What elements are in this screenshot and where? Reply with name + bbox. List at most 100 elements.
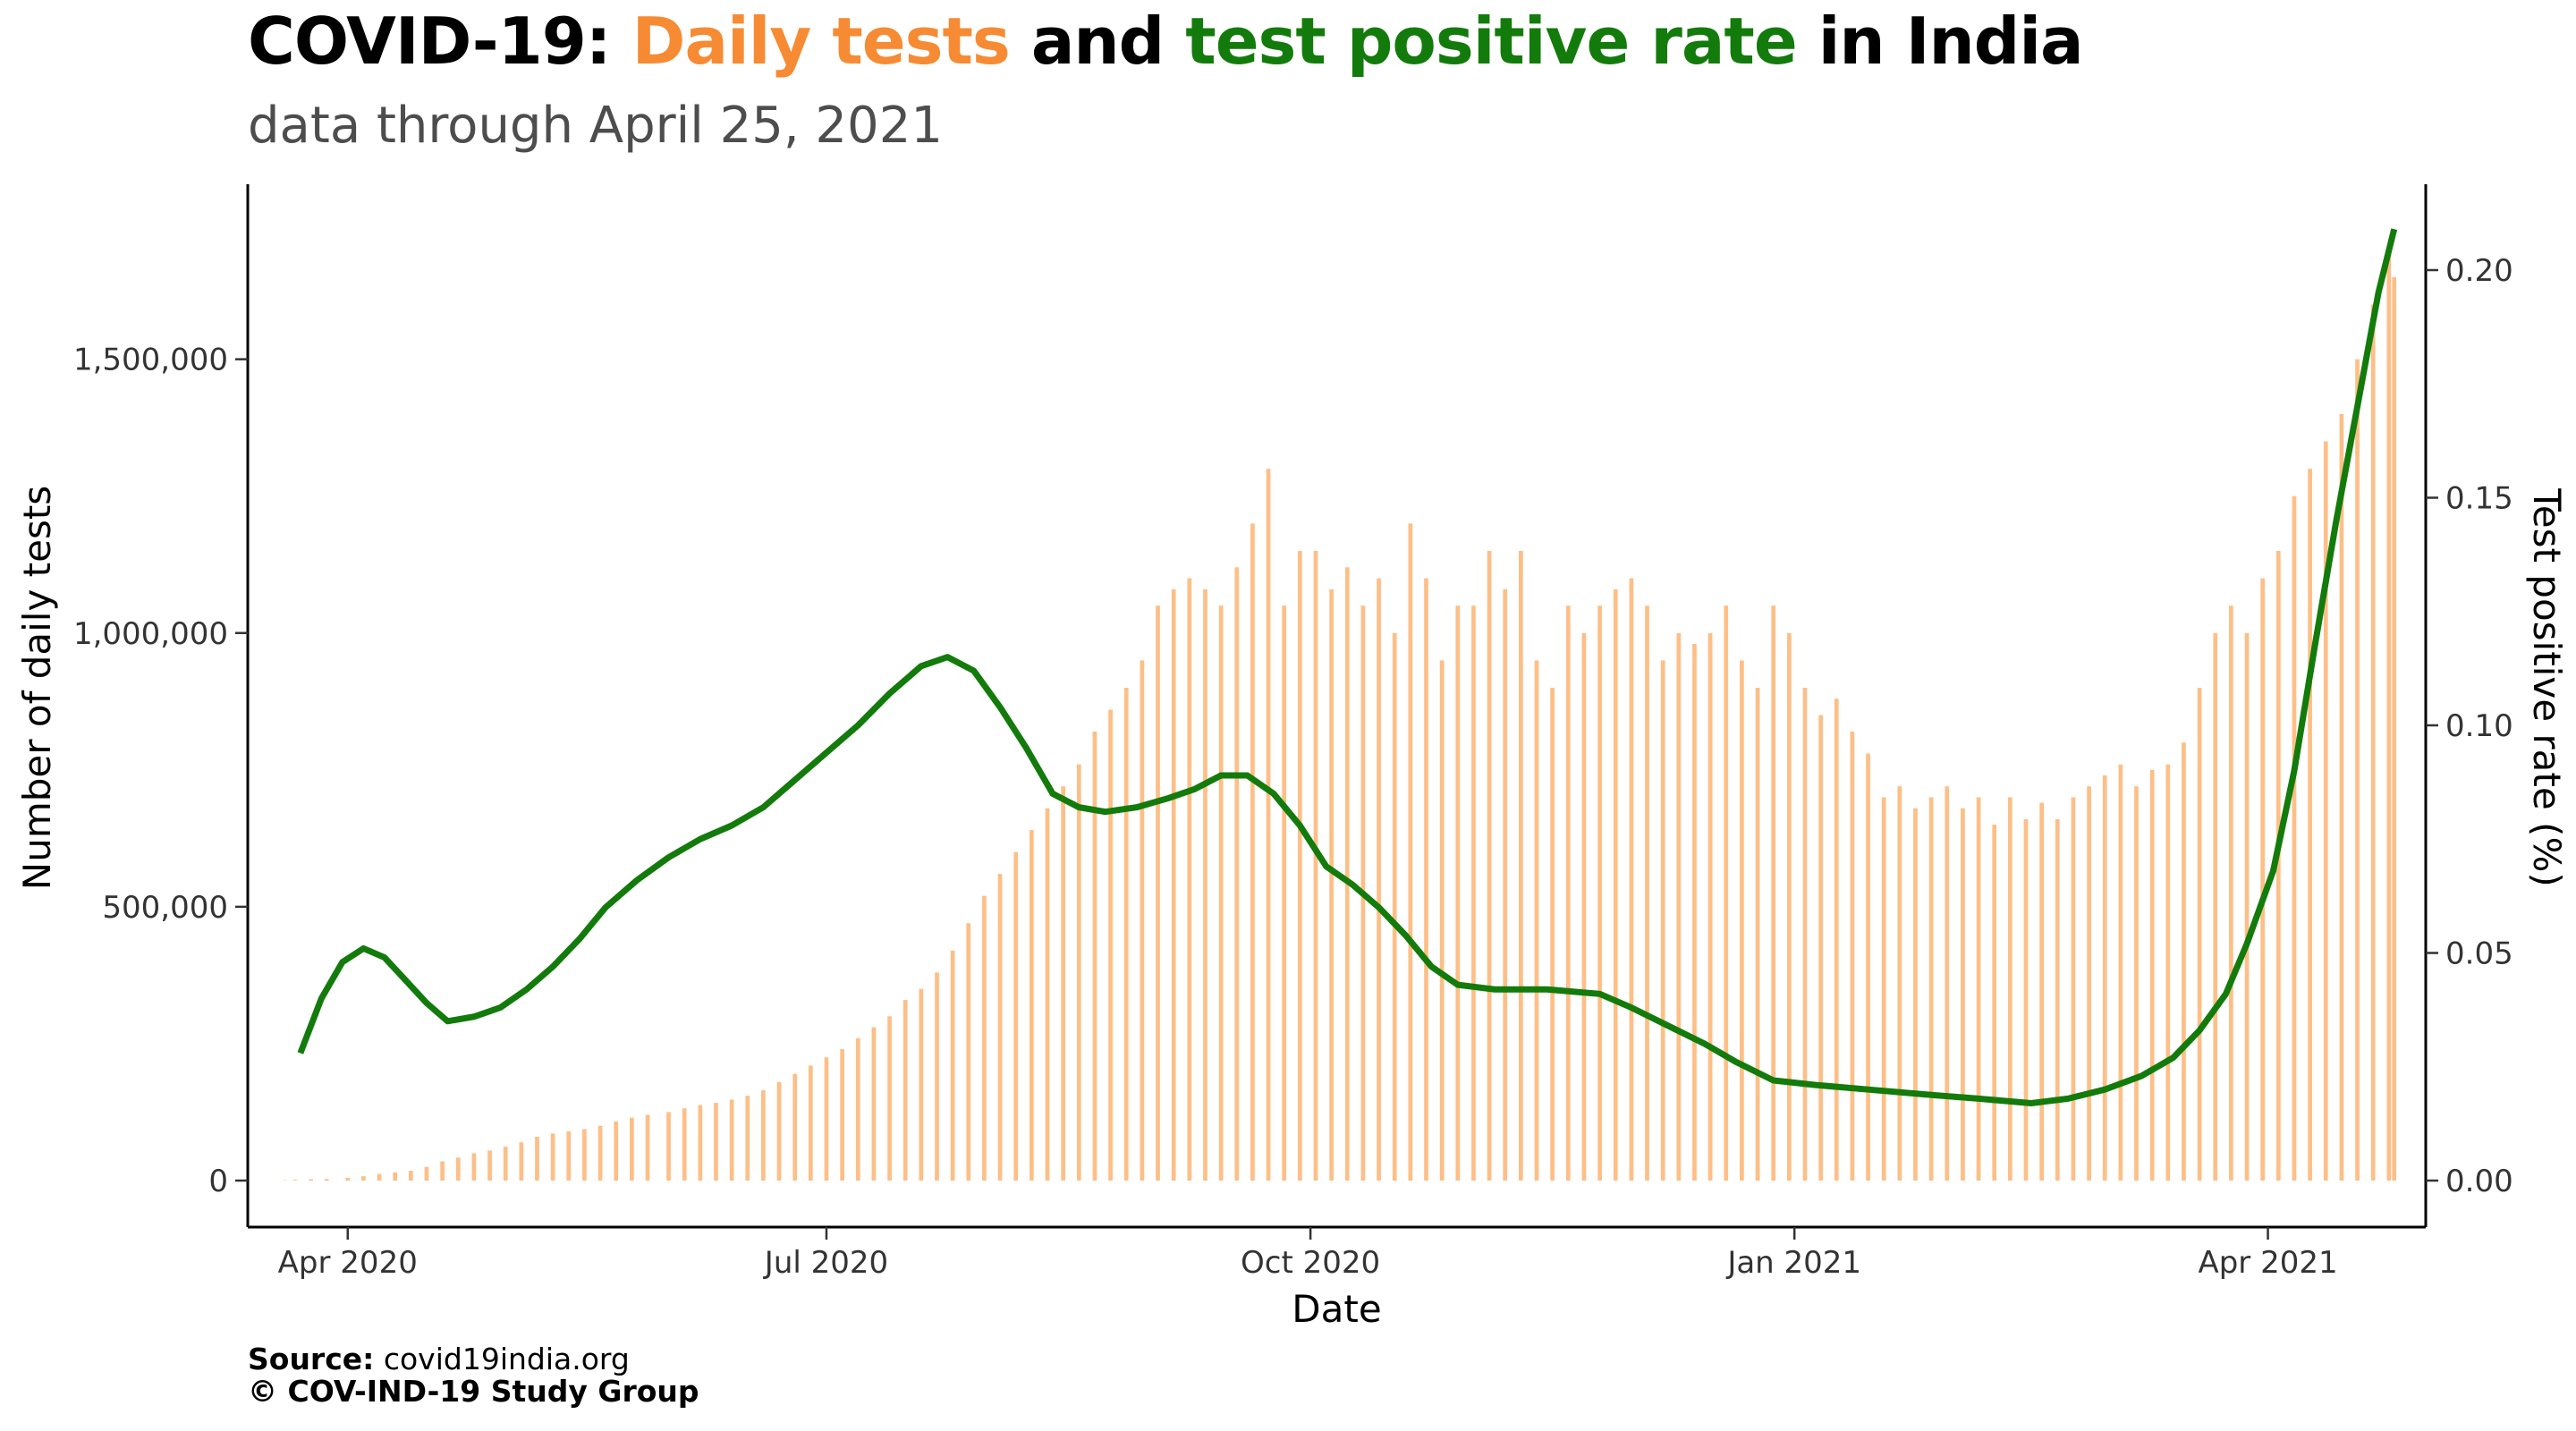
bar-daily-tests (582, 1129, 587, 1181)
bar-daily-tests (855, 1037, 860, 1181)
bar-daily-tests (1408, 523, 1413, 1181)
bar-daily-tests (808, 1065, 813, 1181)
bar-daily-tests (1613, 588, 1618, 1181)
bar-daily-tests (1344, 567, 1350, 1181)
bar-daily-tests (2134, 786, 2139, 1181)
bar-daily-tests (761, 1089, 766, 1181)
x-tick-label: Apr 2021 (2198, 1245, 2337, 1281)
bar-daily-tests (1897, 786, 1902, 1181)
bar-daily-tests (1629, 578, 1634, 1181)
bar-daily-tests (2339, 413, 2344, 1181)
bar-daily-tests (2149, 769, 2155, 1181)
bar-daily-tests (1961, 808, 1965, 1181)
bar-daily-tests (2102, 775, 2107, 1181)
caption-source: Source: covid19india.org (248, 1343, 699, 1376)
bar-daily-tests (776, 1081, 782, 1181)
bar-daily-tests (1976, 797, 1981, 1181)
bar-daily-tests (1676, 632, 1682, 1181)
title-suffix: in India (1796, 4, 2084, 79)
bar-daily-tests (535, 1137, 539, 1181)
bar-daily-tests (1534, 660, 1539, 1181)
bar-daily-tests (2229, 605, 2233, 1181)
bar-daily-tests (1108, 709, 1113, 1181)
bar-daily-tests (1424, 578, 1428, 1181)
bar-daily-tests (950, 950, 955, 1181)
bar-daily-tests (1692, 644, 1697, 1181)
bar-daily-tests (2355, 359, 2360, 1181)
caption-copyright-text: © COV-IND-19 Study Group (248, 1374, 699, 1409)
bar-daily-tests (745, 1096, 750, 1181)
bar-daily-tests (1187, 578, 1192, 1181)
caption-source-label: Source: (248, 1342, 375, 1376)
bar-daily-tests (935, 972, 939, 1181)
bar-daily-tests (792, 1073, 798, 1181)
bar-daily-tests (1645, 605, 1649, 1181)
bar-daily-tests (2292, 495, 2297, 1181)
bar-daily-tests (1834, 699, 1839, 1181)
bar-daily-tests (1771, 605, 1776, 1181)
bar-daily-tests (2197, 688, 2202, 1181)
bar-daily-tests (1439, 660, 1445, 1181)
y-right-tick-label: 0.20 (2445, 253, 2513, 289)
bar-daily-tests (840, 1049, 844, 1181)
bar-daily-tests (966, 923, 971, 1181)
chart-subtitle: data through April 25, 2021 (248, 97, 943, 155)
bar-daily-tests (1250, 523, 1255, 1181)
bar-daily-tests (1377, 578, 1381, 1181)
bar-daily-tests (1092, 731, 1097, 1181)
bar-daily-tests (1218, 605, 1224, 1181)
bar-daily-tests (824, 1057, 829, 1181)
bar-daily-tests (292, 1180, 298, 1181)
bar-daily-tests (1313, 550, 1318, 1181)
bar-daily-tests (1755, 688, 1760, 1181)
y-left-tick-label: 500,000 (102, 890, 228, 926)
bar-daily-tests (1724, 605, 1729, 1181)
bar-daily-tests (1013, 851, 1019, 1181)
bar-daily-tests (1329, 588, 1334, 1181)
bar-daily-tests (1156, 605, 1160, 1181)
y-right-tick-label: 0.10 (2445, 708, 2513, 744)
bar-daily-tests (1471, 605, 1476, 1181)
bar-daily-tests (1519, 550, 1523, 1181)
bar-daily-tests (1581, 632, 1587, 1181)
y-right-tick-label: 0.15 (2445, 481, 2513, 517)
bar-daily-tests (902, 999, 908, 1181)
bar-daily-tests (666, 1112, 671, 1181)
bar-daily-tests (471, 1153, 477, 1181)
bar-daily-tests (519, 1142, 524, 1181)
x-tick-label: Jul 2020 (763, 1245, 888, 1281)
y-axis-left-title: Number of daily tests (15, 486, 59, 890)
bar-daily-tests (2260, 578, 2266, 1181)
bar-daily-tests (1786, 632, 1792, 1181)
chart-title: COVID-19: Daily tests and test positive … (248, 4, 2084, 79)
bar-daily-tests (2308, 469, 2312, 1181)
y-left-tick-label: 1,000,000 (73, 616, 228, 652)
bar-daily-tests (1045, 808, 1050, 1181)
bar-daily-tests (2165, 764, 2171, 1181)
bar-daily-tests (2323, 441, 2328, 1181)
x-tick-label: Oct 2020 (1241, 1245, 1380, 1281)
x-axis-title: Date (1292, 1287, 1381, 1331)
bar-daily-tests (1818, 715, 1823, 1181)
bar-daily-tests (2087, 786, 2091, 1181)
bar-daily-tests (2275, 550, 2281, 1181)
bar-daily-tests (309, 1179, 313, 1181)
bar-daily-tests (2386, 250, 2392, 1181)
bar-daily-tests (1850, 731, 1855, 1181)
bar-daily-tests (455, 1157, 461, 1181)
x-tick-label: Jan 2021 (1725, 1245, 1861, 1281)
bar-daily-tests (1550, 688, 1555, 1181)
bar-daily-tests (550, 1133, 555, 1181)
bar-daily-tests (630, 1117, 634, 1181)
title-prefix: COVID-19: (248, 4, 632, 79)
bar-daily-tests (1487, 550, 1492, 1181)
bar-daily-tests (1171, 588, 1176, 1181)
bar-daily-tests (1740, 660, 1744, 1181)
caption-copyright: © COV-IND-19 Study Group (248, 1376, 699, 1408)
bar-daily-tests (714, 1103, 718, 1181)
bar-daily-tests (440, 1161, 445, 1181)
bar-daily-tests (345, 1177, 351, 1181)
bar-daily-tests (2213, 632, 2218, 1181)
bar-daily-tests (1140, 660, 1145, 1181)
